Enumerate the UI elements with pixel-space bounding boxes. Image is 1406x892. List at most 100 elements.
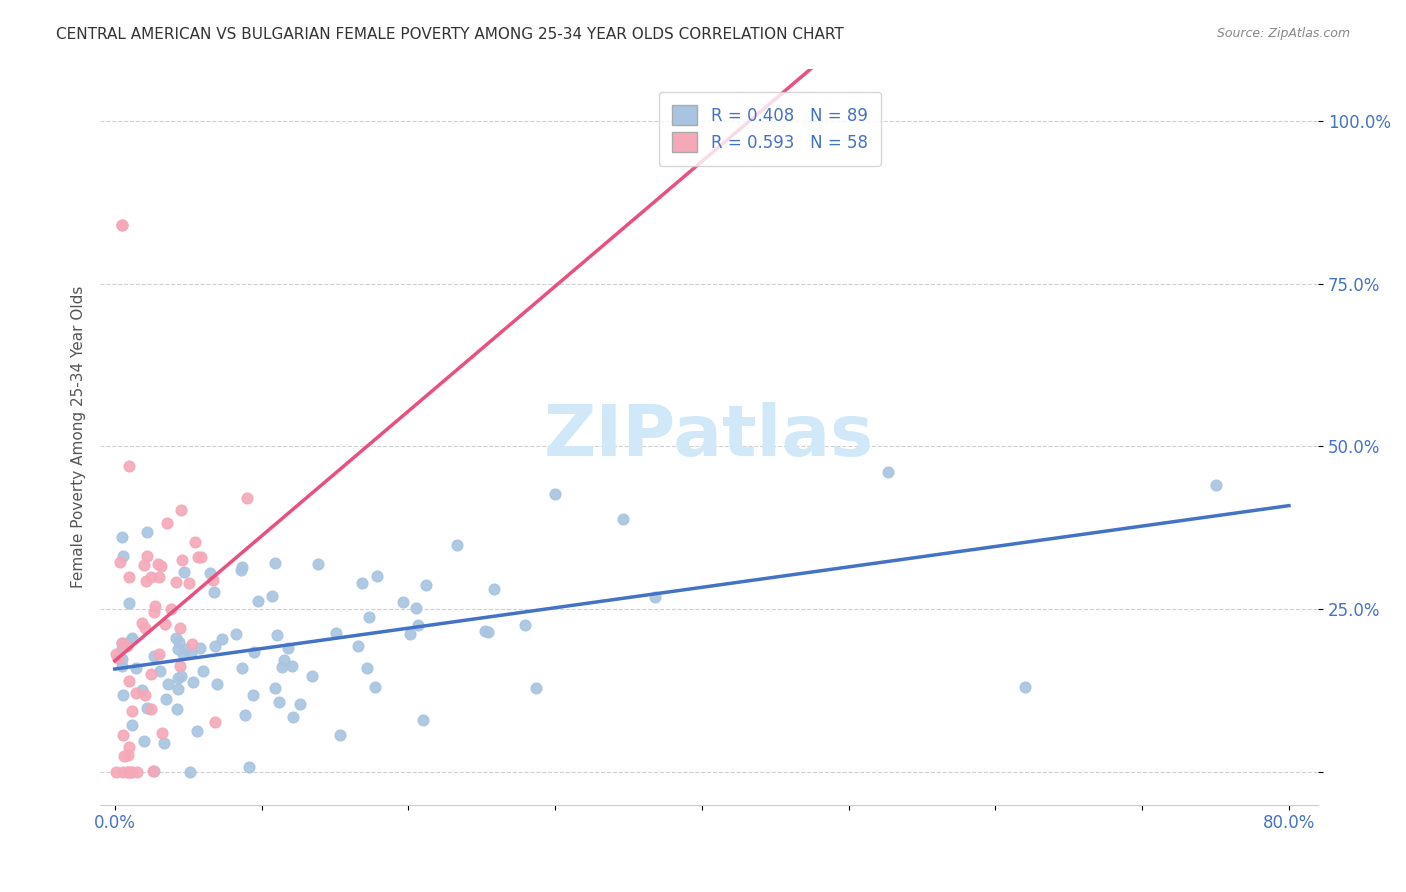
Point	[235, 491, 257, 506]
Point	[159, 601, 181, 615]
Point	[207, 677, 229, 691]
Point	[125, 765, 148, 780]
Point	[515, 618, 537, 632]
Point	[156, 516, 179, 530]
Point	[110, 555, 132, 569]
Point	[135, 574, 157, 588]
Point	[612, 512, 634, 526]
Point	[148, 647, 170, 661]
Point	[117, 673, 139, 688]
Point	[202, 584, 225, 599]
Point	[111, 636, 134, 650]
Point	[170, 669, 193, 683]
Point	[118, 458, 141, 473]
Point	[166, 671, 188, 685]
Point	[120, 632, 142, 647]
Point	[142, 764, 165, 779]
Point	[347, 639, 370, 653]
Point	[149, 664, 172, 678]
Point	[264, 556, 287, 570]
Point	[266, 627, 288, 641]
Point	[179, 765, 201, 780]
Point	[184, 534, 207, 549]
Point	[120, 765, 142, 780]
Point	[204, 639, 226, 653]
Point	[150, 558, 173, 573]
Point	[357, 610, 380, 624]
Point	[238, 760, 260, 774]
Point	[1014, 681, 1036, 695]
Point	[139, 702, 162, 716]
Point	[117, 765, 139, 780]
Point	[111, 636, 134, 650]
Point	[231, 560, 253, 574]
Point	[112, 688, 135, 702]
Point	[405, 600, 427, 615]
Point	[107, 651, 129, 665]
Point	[179, 576, 201, 591]
Text: CENTRAL AMERICAN VS BULGARIAN FEMALE POVERTY AMONG 25-34 YEAR OLDS CORRELATION C: CENTRAL AMERICAN VS BULGARIAN FEMALE POV…	[56, 27, 844, 42]
Point	[157, 676, 180, 690]
Point	[136, 525, 159, 540]
Text: ZIPatlas: ZIPatlas	[544, 402, 875, 471]
Point	[111, 652, 134, 666]
Point	[111, 530, 134, 544]
Point	[135, 700, 157, 714]
Point	[280, 659, 302, 673]
Point	[115, 640, 138, 654]
Point	[406, 618, 429, 632]
Point	[392, 595, 415, 609]
Point	[132, 734, 155, 748]
Point	[148, 569, 170, 583]
Point	[165, 631, 187, 645]
Point	[111, 549, 134, 563]
Point	[211, 632, 233, 647]
Point	[143, 599, 166, 614]
Point	[201, 574, 224, 588]
Point	[242, 688, 264, 702]
Point	[169, 503, 191, 517]
Point	[544, 487, 567, 501]
Point	[398, 626, 420, 640]
Point	[105, 647, 128, 661]
Point	[112, 727, 135, 741]
Point	[1205, 478, 1227, 492]
Point	[111, 218, 134, 232]
Point	[148, 557, 170, 571]
Point	[281, 710, 304, 724]
Point	[152, 736, 174, 750]
Point	[118, 596, 141, 610]
Point	[150, 725, 173, 739]
Legend: R = 0.408   N = 89, R = 0.593   N = 58: R = 0.408 N = 89, R = 0.593 N = 58	[659, 92, 882, 166]
Point	[307, 557, 329, 571]
Point	[166, 682, 188, 697]
Point	[105, 765, 128, 780]
Point	[181, 675, 204, 690]
Point	[111, 765, 134, 780]
Point	[125, 661, 148, 675]
Point	[121, 718, 143, 732]
Point	[231, 661, 253, 675]
Point	[644, 590, 666, 604]
Point	[132, 558, 155, 573]
Point	[446, 538, 468, 552]
Point	[118, 739, 141, 754]
Point	[155, 692, 177, 706]
Point	[877, 466, 900, 480]
Point	[198, 566, 221, 581]
Point	[190, 549, 212, 564]
Point	[117, 765, 139, 780]
Text: Source: ZipAtlas.com: Source: ZipAtlas.com	[1216, 27, 1350, 40]
Point	[131, 615, 153, 630]
Point	[233, 707, 256, 722]
Point	[356, 661, 378, 675]
Point	[288, 698, 311, 712]
Point	[243, 644, 266, 658]
Point	[139, 667, 162, 681]
Point	[142, 605, 165, 619]
Point	[187, 549, 209, 564]
Point	[277, 640, 299, 655]
Point	[112, 749, 135, 764]
Point	[169, 621, 191, 635]
Point	[191, 664, 214, 678]
